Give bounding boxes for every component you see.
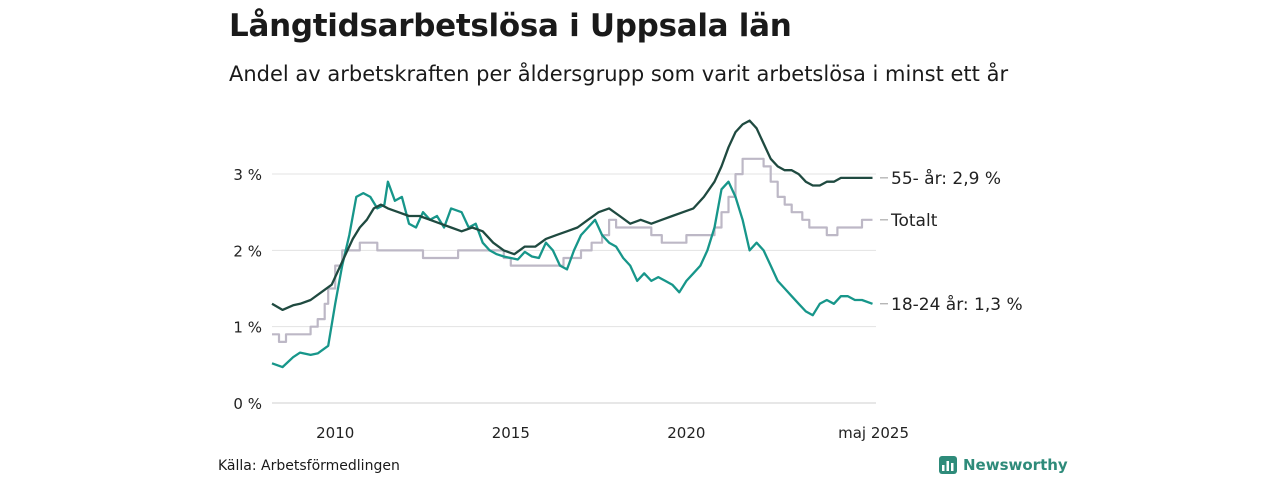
chart-subtitle: Andel av arbetskraften per åldersgrupp s… [229, 62, 1009, 86]
y-tick-label: 2 % [233, 242, 262, 260]
x-tick-label: 2010 [316, 424, 354, 442]
series-line-1 [271, 180, 873, 369]
x-tick-label: maj 2025 [838, 424, 909, 442]
y-tick-label: 0 % [233, 395, 262, 413]
series-lines [271, 119, 873, 369]
y-tick-label: 1 % [233, 319, 262, 337]
end-label-1: 18-24 år: 1,3 % [891, 294, 1023, 315]
y-tick-label: 3 % [233, 166, 262, 184]
x-tick-label: 2015 [492, 424, 530, 442]
end-labels: Totalt 18-24 år: 1,3 % 55- år: 2,9 % [880, 168, 1023, 315]
brand-name: Newsworthy [963, 456, 1068, 474]
y-axis-labels: 0 % 1 % 2 % 3 % [233, 166, 262, 413]
x-axis-labels: 2010 2015 2020 maj 2025 [316, 424, 909, 442]
series-line-2 [271, 119, 873, 312]
end-label-0: Totalt [890, 211, 938, 231]
bar-chart-icon [939, 456, 957, 474]
x-tick-label: 2020 [667, 424, 705, 442]
chart-title: Långtidsarbetslösa i Uppsala län [229, 8, 792, 44]
end-label-2: 55- år: 2,9 % [891, 168, 1001, 189]
source-text: Källa: Arbetsförmedlingen [218, 458, 400, 474]
brand-logo: Newsworthy [939, 456, 1068, 474]
